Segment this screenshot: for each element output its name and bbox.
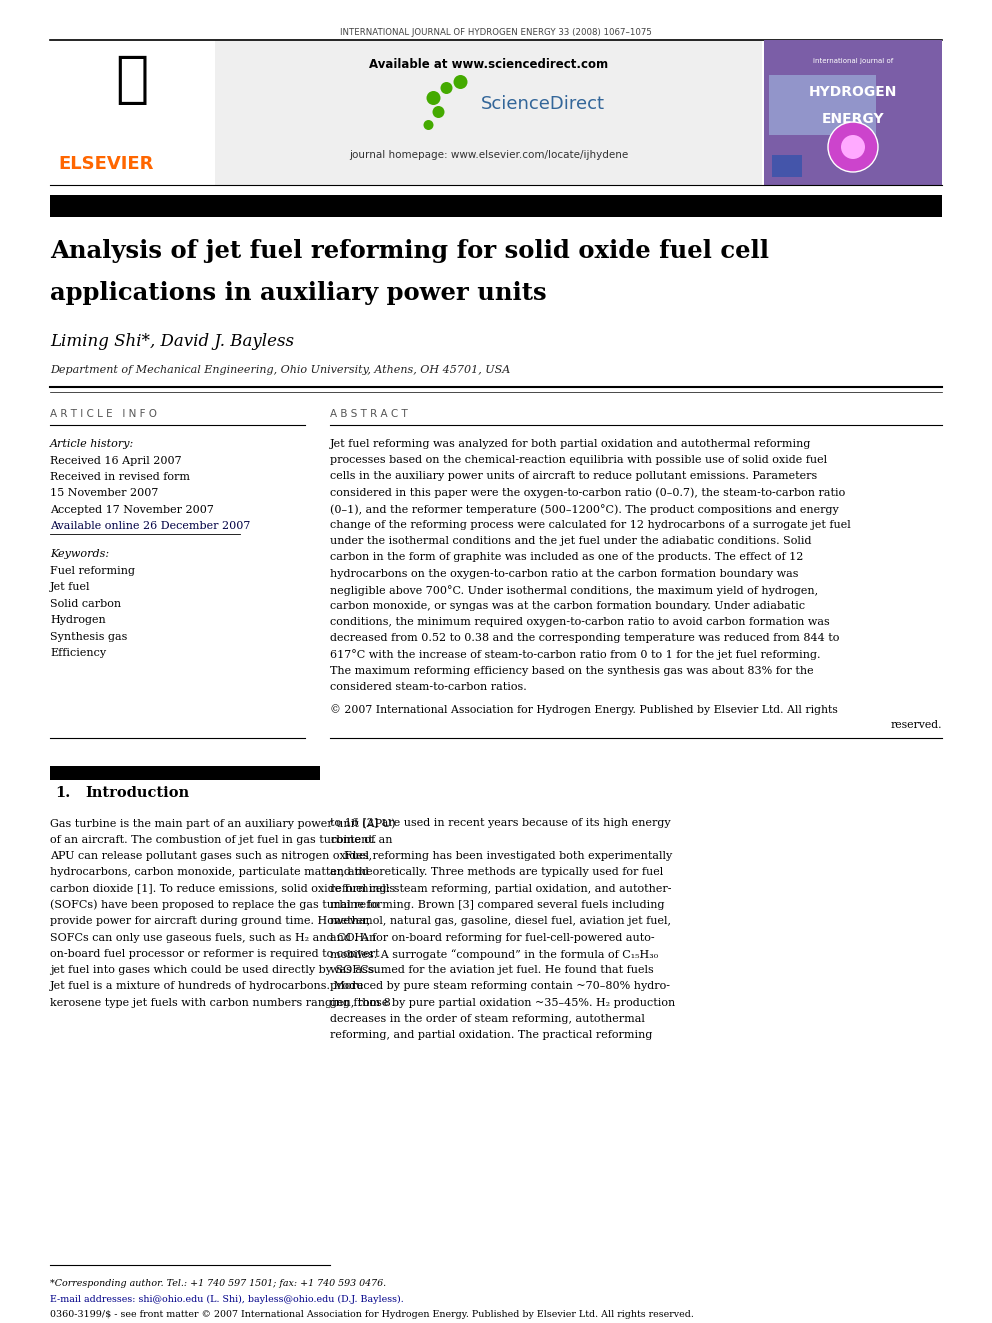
Text: cells in the auxiliary power units of aircraft to reduce pollutant emissions. Pa: cells in the auxiliary power units of ai… xyxy=(330,471,817,482)
Bar xyxy=(50,766,320,781)
Text: ELSEVIER: ELSEVIER xyxy=(58,155,154,173)
Text: carbon in the form of graphite was included as one of the products. The effect o: carbon in the form of graphite was inclu… xyxy=(330,553,804,562)
Text: E-mail addresses: shi@ohio.edu (L. Shi), bayless@ohio.edu (D.J. Bayless).: E-mail addresses: shi@ohio.edu (L. Shi),… xyxy=(50,1294,404,1303)
Bar xyxy=(764,40,942,185)
Circle shape xyxy=(433,106,444,118)
Text: Gas turbine is the main part of an auxiliary power unit (APU): Gas turbine is the main part of an auxil… xyxy=(50,819,396,830)
Text: Article history:: Article history: xyxy=(50,439,134,448)
Text: A R T I C L E   I N F O: A R T I C L E I N F O xyxy=(50,409,157,419)
Text: considered steam-to-carbon ratios.: considered steam-to-carbon ratios. xyxy=(330,681,527,692)
Text: Keywords:: Keywords: xyxy=(50,549,109,560)
Text: decreases in the order of steam reforming, autothermal: decreases in the order of steam reformin… xyxy=(330,1013,645,1024)
Text: reforming, and partial oxidation. The practical reforming: reforming, and partial oxidation. The pr… xyxy=(330,1031,653,1040)
Text: processes based on the chemical-reaction equilibria with possible use of solid o: processes based on the chemical-reaction… xyxy=(330,455,827,466)
Text: Jet fuel is a mixture of hundreds of hydrocarbons. More: Jet fuel is a mixture of hundreds of hyd… xyxy=(50,982,364,991)
Text: Available online 26 December 2007: Available online 26 December 2007 xyxy=(50,521,250,532)
Text: Solid carbon: Solid carbon xyxy=(50,599,121,609)
Text: considered in this paper were the oxygen-to-carbon ratio (0–0.7), the steam-to-c: considered in this paper were the oxygen… xyxy=(330,488,845,499)
Text: jet fuel into gases which could be used directly by SOFCs.: jet fuel into gases which could be used … xyxy=(50,964,378,975)
Text: Accepted 17 November 2007: Accepted 17 November 2007 xyxy=(50,505,214,515)
Text: Jet fuel reforming was analyzed for both partial oxidation and autothermal refor: Jet fuel reforming was analyzed for both… xyxy=(330,439,811,448)
Text: Received in revised form: Received in revised form xyxy=(50,472,190,482)
Text: SOFCs can only use gaseous fuels, such as H₂ and CO. An: SOFCs can only use gaseous fuels, such a… xyxy=(50,933,376,942)
Circle shape xyxy=(841,135,865,159)
Text: applications in auxiliary power units: applications in auxiliary power units xyxy=(50,280,547,306)
Text: ScienceDirect: ScienceDirect xyxy=(480,95,604,112)
Circle shape xyxy=(427,91,440,105)
Text: Available at www.sciencedirect.com: Available at www.sciencedirect.com xyxy=(369,58,608,71)
Bar xyxy=(80,48,184,135)
Text: carbon monoxide, or syngas was at the carbon formation boundary. Under adiabatic: carbon monoxide, or syngas was at the ca… xyxy=(330,601,806,611)
Text: under the isothermal conditions and the jet fuel under the adiabatic conditions.: under the isothermal conditions and the … xyxy=(330,536,811,546)
Text: Department of Mechanical Engineering, Ohio University, Athens, OH 45701, USA: Department of Mechanical Engineering, Oh… xyxy=(50,365,510,374)
Text: international journal of: international journal of xyxy=(812,58,893,64)
Text: INTERNATIONAL JOURNAL OF HYDROGEN ENERGY 33 (2008) 1067–1075: INTERNATIONAL JOURNAL OF HYDROGEN ENERGY… xyxy=(340,28,652,37)
Circle shape xyxy=(440,82,452,94)
Bar xyxy=(772,155,802,177)
Text: and H₂ for on-board reforming for fuel-cell-powered auto-: and H₂ for on-board reforming for fuel-c… xyxy=(330,933,655,942)
Text: Introduction: Introduction xyxy=(85,786,189,800)
Text: mal reforming. Brown [3] compared several fuels including: mal reforming. Brown [3] compared severa… xyxy=(330,900,665,910)
Text: hydrocarbons on the oxygen-to-carbon ratio at the carbon formation boundary was: hydrocarbons on the oxygen-to-carbon rat… xyxy=(330,569,799,578)
Text: mobiles. A surrogate “compound” in the formula of C₁₅H₃₀: mobiles. A surrogate “compound” in the f… xyxy=(330,949,658,959)
Text: change of the reforming process were calculated for 12 hydrocarbons of a surroga: change of the reforming process were cal… xyxy=(330,520,851,531)
Text: Liming Shi*, David J. Bayless: Liming Shi*, David J. Bayless xyxy=(50,333,294,351)
Text: Hydrogen: Hydrogen xyxy=(50,615,106,626)
Text: HYDROGEN: HYDROGEN xyxy=(808,85,897,99)
Text: to 16 [2] are used in recent years because of its high energy: to 16 [2] are used in recent years becau… xyxy=(330,819,671,828)
Text: carbon dioxide [1]. To reduce emissions, solid oxide fuel cells: carbon dioxide [1]. To reduce emissions,… xyxy=(50,884,395,893)
Bar xyxy=(50,40,215,185)
Text: on-board fuel processor or reformer is required to convert: on-board fuel processor or reformer is r… xyxy=(50,949,380,959)
Text: Fuel reforming: Fuel reforming xyxy=(50,566,135,576)
Text: produced by pure steam reforming contain ~70–80% hydro-: produced by pure steam reforming contain… xyxy=(330,982,670,991)
Text: *Corresponding author. Tel.: +1 740 597 1501; fax: +1 740 593 0476.: *Corresponding author. Tel.: +1 740 597 … xyxy=(50,1279,386,1289)
Text: A B S T R A C T: A B S T R A C T xyxy=(330,409,408,419)
Text: Efficiency: Efficiency xyxy=(50,648,106,659)
Text: Received 16 April 2007: Received 16 April 2007 xyxy=(50,455,182,466)
Text: APU can release pollutant gases such as nitrogen oxides,: APU can release pollutant gases such as … xyxy=(50,851,372,861)
Text: hydrocarbons, carbon monoxide, particulate matter, and: hydrocarbons, carbon monoxide, particula… xyxy=(50,868,369,877)
Circle shape xyxy=(424,120,434,130)
Circle shape xyxy=(453,75,467,89)
Text: reserved.: reserved. xyxy=(891,721,942,730)
Circle shape xyxy=(828,122,878,172)
Text: gen, those by pure partial oxidation ~35–45%. H₂ production: gen, those by pure partial oxidation ~35… xyxy=(330,998,676,1008)
Text: Analysis of jet fuel reforming for solid oxide fuel cell: Analysis of jet fuel reforming for solid… xyxy=(50,239,769,263)
Text: 0360-3199/$ - see front matter © 2007 International Association for Hydrogen Ene: 0360-3199/$ - see front matter © 2007 In… xyxy=(50,1310,693,1319)
Text: Jet fuel: Jet fuel xyxy=(50,582,90,593)
Text: 617°C with the increase of steam-to-carbon ratio from 0 to 1 for the jet fuel re: 617°C with the increase of steam-to-carb… xyxy=(330,650,820,660)
Text: 1.: 1. xyxy=(55,786,70,800)
Text: 🌳: 🌳 xyxy=(115,53,149,107)
Text: HEJ: HEJ xyxy=(783,157,792,161)
Text: Fuel reforming has been investigated both experimentally: Fuel reforming has been investigated bot… xyxy=(330,851,673,861)
Text: conditions, the minimum required oxygen-to-carbon ratio to avoid carbon formatio: conditions, the minimum required oxygen-… xyxy=(330,618,829,627)
Text: methanol, natural gas, gasoline, diesel fuel, aviation jet fuel,: methanol, natural gas, gasoline, diesel … xyxy=(330,917,671,926)
Text: negligible above 700°C. Under isothermal conditions, the maximum yield of hydrog: negligible above 700°C. Under isothermal… xyxy=(330,585,818,595)
Text: The maximum reforming efficiency based on the synthesis gas was about 83% for th: The maximum reforming efficiency based o… xyxy=(330,665,813,676)
Text: of an aircraft. The combustion of jet fuel in gas turbine of an: of an aircraft. The combustion of jet fu… xyxy=(50,835,393,844)
Text: and theoretically. Three methods are typically used for fuel: and theoretically. Three methods are typ… xyxy=(330,868,664,877)
Text: Synthesis gas: Synthesis gas xyxy=(50,632,127,642)
Text: was assumed for the aviation jet fuel. He found that fuels: was assumed for the aviation jet fuel. H… xyxy=(330,964,654,975)
Text: © 2007 International Association for Hydrogen Energy. Published by Elsevier Ltd.: © 2007 International Association for Hyd… xyxy=(330,704,838,714)
Text: (0–1), and the reformer temperature (500–1200°C). The product compositions and e: (0–1), and the reformer temperature (500… xyxy=(330,504,839,515)
Text: journal homepage: www.elsevier.com/locate/ijhydene: journal homepage: www.elsevier.com/locat… xyxy=(349,149,628,160)
Text: (SOFCs) have been proposed to replace the gas turbine to: (SOFCs) have been proposed to replace th… xyxy=(50,900,379,910)
Text: provide power for aircraft during ground time. However,: provide power for aircraft during ground… xyxy=(50,917,370,926)
Bar xyxy=(215,40,762,185)
Text: reforming: steam reforming, partial oxidation, and autother-: reforming: steam reforming, partial oxid… xyxy=(330,884,672,893)
Text: ENERGY: ENERGY xyxy=(821,112,884,126)
Bar xyxy=(50,194,942,217)
Text: content.: content. xyxy=(330,835,376,844)
Bar xyxy=(769,75,876,135)
Text: decreased from 0.52 to 0.38 and the corresponding temperature was reduced from 8: decreased from 0.52 to 0.38 and the corr… xyxy=(330,634,839,643)
Text: kerosene type jet fuels with carbon numbers ranging from 8: kerosene type jet fuels with carbon numb… xyxy=(50,998,391,1008)
Text: 15 November 2007: 15 November 2007 xyxy=(50,488,159,499)
